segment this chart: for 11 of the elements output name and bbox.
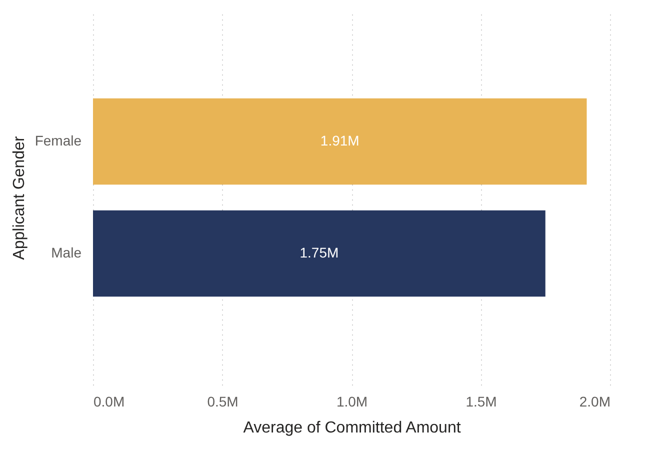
x-tick-label: 2.0M: [579, 394, 610, 410]
y-tick-label: Male: [51, 244, 82, 260]
x-tick-label: 0.0M: [94, 394, 125, 410]
x-tick-label: 0.5M: [207, 394, 238, 410]
x-tick-label: 1.5M: [466, 394, 497, 410]
y-tick-label: Female: [34, 132, 82, 149]
x-axis-title: Average of Committed Amount: [243, 420, 462, 436]
y-axis-title: Applicant Gender: [10, 136, 28, 260]
x-tick-label: 1.0M: [336, 394, 368, 410]
data-label: 1.75M: [300, 244, 339, 260]
data-label: 1.91M: [320, 132, 360, 149]
